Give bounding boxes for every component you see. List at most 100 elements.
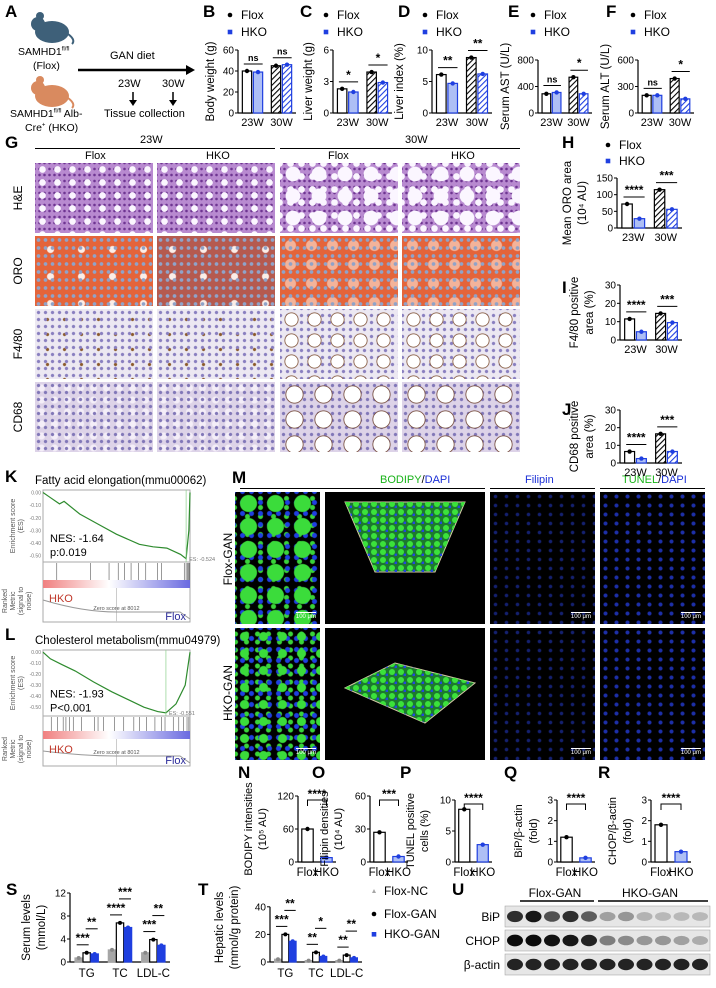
blot-band	[562, 958, 579, 971]
data-point	[344, 953, 349, 958]
legend-marker	[372, 889, 376, 893]
y-tick-label: 5	[445, 827, 451, 838]
blot-band	[544, 911, 560, 922]
y-tick-label: 3	[547, 796, 553, 807]
bar-hko-30w	[666, 208, 678, 229]
y-axis-label: (fold)	[528, 818, 540, 843]
y-tick-label: -0.20	[30, 672, 42, 678]
y-axis-label: (mmol/g protein)	[229, 885, 241, 969]
data-point	[314, 950, 318, 955]
phenotype-label-hko: HKO	[49, 744, 73, 756]
timepoint-header-30w: 30W	[405, 134, 428, 146]
x-tick-label: Flox	[369, 867, 391, 879]
ranked-metric-curve	[42, 750, 191, 764]
blot-band	[692, 912, 708, 921]
significance-label: *	[577, 56, 582, 70]
x-tick-label: LDL-C	[330, 968, 363, 980]
y-tick-label: 5	[422, 77, 428, 88]
column-label: Flox	[85, 150, 106, 162]
bar-flox-30w	[653, 189, 666, 229]
data-point	[672, 76, 677, 81]
data-point	[678, 849, 684, 854]
column-label: HKO	[206, 150, 230, 162]
y-tick-label: 100	[596, 190, 613, 201]
blot-group-label: HKO-GAN	[622, 886, 678, 900]
data-point	[583, 855, 588, 861]
blot-band	[581, 958, 597, 971]
legend-label: Flox	[644, 8, 667, 22]
histology-image-oro	[402, 236, 520, 306]
y-tick-label: 0	[547, 858, 553, 869]
data-point	[669, 207, 675, 212]
histology-image-he	[157, 163, 275, 233]
x-tick-label: 30W	[270, 117, 293, 129]
data-point	[159, 943, 164, 948]
data-point	[290, 939, 295, 944]
x-tick-label: HKO	[386, 867, 411, 879]
data-point	[306, 958, 311, 963]
y-axis-label: BiP/β-actin	[513, 804, 525, 857]
ranked-metric-curve	[42, 599, 191, 620]
legend-label: Flox	[241, 8, 264, 22]
panel-label-e: E	[508, 2, 520, 21]
scale-bar: 100 μm	[295, 748, 316, 756]
fluorescence-image: 100 μm	[235, 628, 320, 760]
blot-group-label: Flox-GAN	[529, 886, 582, 900]
x-tick-label: 23W	[624, 344, 647, 356]
significance-label: ***	[76, 931, 90, 945]
timepoint-23w: 23W	[118, 78, 141, 90]
bar-hko-30w	[477, 73, 489, 114]
data-point	[658, 311, 663, 316]
bar-hko-23w	[551, 91, 562, 114]
data-point	[377, 830, 382, 835]
timepoint-header-23w: 23W	[140, 134, 163, 146]
x-tick-label: 23W	[540, 117, 563, 129]
bar-flox-23w	[435, 73, 447, 114]
y-tick-label: 0	[360, 858, 366, 869]
legend-marker-flox	[422, 12, 428, 18]
data-point	[273, 63, 279, 68]
data-point	[305, 826, 310, 832]
data-point	[639, 329, 644, 334]
data-point	[670, 320, 675, 325]
blot-band	[599, 935, 616, 946]
blot-band	[507, 910, 523, 923]
genotype-tail: Alb-	[61, 108, 83, 120]
y-tick-label: 30	[605, 406, 617, 417]
significance-bracket	[566, 803, 586, 810]
data-point	[627, 449, 632, 454]
significance-label: *	[346, 68, 351, 82]
y-axis-label: Mean ORO area	[562, 160, 574, 245]
bar-flox	[458, 808, 471, 863]
y-axis-label: (mmol/L)	[36, 905, 48, 951]
bar-hko-30w	[281, 64, 293, 114]
y-axis-label: Ranked Metric (signal to noise)	[2, 586, 33, 616]
cre-superscript: +	[41, 122, 46, 129]
blot-row-label: CHOP	[465, 934, 500, 948]
histology-image-cd68	[157, 382, 275, 452]
phenotype-label-hko: HKO	[49, 593, 73, 605]
stain-label: DAPI	[424, 474, 451, 486]
x-tick-label: HKO	[470, 867, 495, 879]
y-axis-label: CD68 positive	[569, 401, 581, 473]
data-point	[76, 955, 81, 960]
legend-label: HKO	[644, 25, 670, 39]
data-point	[450, 81, 455, 86]
es-label: ES: -0.551	[169, 711, 195, 717]
data-point	[275, 957, 280, 962]
significance-label: **	[308, 930, 318, 944]
y-tick-label: 0	[641, 858, 647, 869]
y-tick-label: 0	[60, 958, 66, 969]
y-axis-label: area (%)	[584, 414, 596, 458]
y-tick-label: 1	[641, 837, 647, 848]
x-tick-label: 23W	[436, 117, 459, 129]
y-tick-label: 300	[617, 82, 634, 93]
legend-label: HKO	[337, 25, 363, 39]
p-value-label: p:0.019	[50, 547, 87, 559]
significance-label: ***	[660, 169, 674, 183]
bar-flox-gan-tc	[115, 922, 125, 963]
blot-band	[618, 958, 634, 971]
data-point	[126, 925, 130, 930]
divider	[35, 148, 275, 149]
significance-label: ***	[382, 787, 396, 801]
